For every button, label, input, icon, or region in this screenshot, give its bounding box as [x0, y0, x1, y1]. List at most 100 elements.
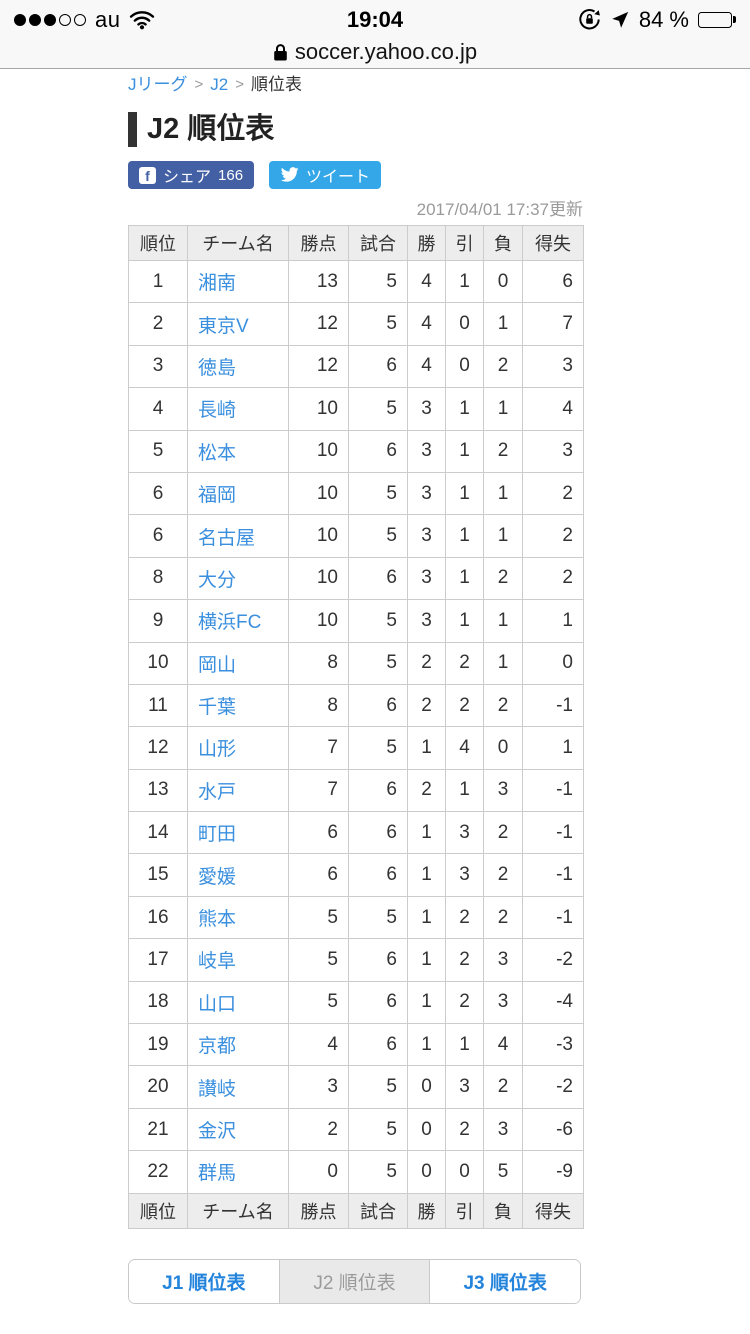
played-cell: 5: [348, 1150, 408, 1194]
gd-cell: -6: [522, 1107, 584, 1152]
team-link[interactable]: 群馬: [198, 1163, 237, 1185]
loss-cell: 3: [483, 768, 523, 813]
points-cell: 7: [288, 726, 349, 770]
points-cell: 3: [288, 1065, 349, 1109]
breadcrumb-item[interactable]: J2: [210, 75, 229, 94]
draw-cell: 2: [445, 683, 484, 728]
signal-dot: [74, 13, 86, 26]
loss-cell: 1: [483, 302, 523, 346]
standings-table: 順位 チーム名 勝点 試合勝引負得失 1 湘南 13 5 4 1 0 6 2 東京V 12 5 4 0 1 7 3 徳島…: [128, 225, 584, 1229]
team-link[interactable]: 千葉: [198, 697, 237, 719]
gd-cell: 6: [522, 259, 584, 304]
team-link[interactable]: 京都: [198, 1036, 237, 1058]
team-link[interactable]: 徳島: [198, 357, 237, 379]
url-bar[interactable]: soccer.yahoo.co.jp: [0, 39, 750, 69]
draw-cell: 1: [445, 514, 484, 558]
played-cell: 6: [348, 938, 408, 982]
points-cell: 7: [288, 768, 349, 813]
facebook-icon: f: [139, 166, 156, 184]
column-header: 勝点: [288, 225, 349, 261]
gd-cell: -1: [522, 853, 584, 897]
team-cell: 長崎: [187, 387, 289, 431]
signal-dot: [29, 13, 41, 26]
draw-cell: 1: [445, 556, 484, 601]
status-bar: au 19:04: [0, 0, 750, 39]
win-cell: 3: [407, 429, 446, 473]
points-cell: 5: [288, 980, 349, 1025]
table-row: 13 水戸 7 6 2 1 3 -1: [128, 768, 584, 813]
team-link[interactable]: 横浜FC: [198, 612, 262, 634]
team-cell: 東京V: [187, 302, 289, 346]
played-cell: 5: [348, 259, 408, 304]
table-row: 16 熊本 5 5 1 2 2 -1: [128, 895, 584, 940]
gd-cell: -1: [522, 768, 584, 813]
rank-cell: 6: [128, 514, 188, 558]
team-cell: 金沢: [187, 1107, 289, 1152]
team-link[interactable]: 松本: [198, 442, 237, 464]
team-link[interactable]: 愛媛: [198, 866, 237, 888]
rank-cell: 19: [128, 1023, 188, 1067]
column-header: 試合: [348, 225, 408, 261]
rank-cell: 14: [128, 811, 188, 855]
draw-cell: 1: [445, 471, 484, 516]
draw-cell: 3: [445, 1065, 484, 1109]
facebook-share-button[interactable]: f シェア 166: [128, 161, 255, 189]
points-cell: 0: [288, 1150, 349, 1194]
team-cell: 愛媛: [187, 853, 289, 897]
points-cell: 8: [288, 641, 349, 685]
nav-league-link[interactable]: J1 順位表: [129, 1259, 279, 1303]
loss-cell: 1: [483, 387, 523, 431]
rank-cell: 9: [128, 599, 188, 643]
win-cell: 2: [407, 768, 446, 813]
gd-cell: -1: [522, 683, 584, 728]
points-cell: 5: [288, 938, 349, 982]
team-link[interactable]: 熊本: [198, 909, 237, 931]
rank-cell: 15: [128, 853, 188, 897]
points-cell: 10: [288, 599, 349, 643]
rank-cell: 17: [128, 938, 188, 982]
twitter-tweet-button[interactable]: ツイート: [269, 161, 382, 189]
points-cell: 8: [288, 683, 349, 728]
win-cell: 3: [407, 471, 446, 516]
nav-league-link[interactable]: J3 順位表: [429, 1259, 580, 1303]
points-cell: 6: [288, 811, 349, 855]
league-nav: J1 順位表 J2 順位表 J3 順位表: [128, 1258, 581, 1304]
team-link[interactable]: 讃岐: [198, 1078, 237, 1100]
breadcrumb-item[interactable]: Jリーグ: [128, 75, 188, 94]
loss-cell: 1: [483, 599, 523, 643]
gd-cell: -1: [522, 811, 584, 855]
loss-cell: 2: [483, 853, 523, 897]
team-link[interactable]: 町田: [198, 824, 237, 846]
team-link[interactable]: 水戸: [198, 781, 237, 803]
team-cell: 大分: [187, 556, 289, 601]
points-cell: 10: [288, 471, 349, 516]
win-cell: 3: [407, 556, 446, 601]
loss-cell: 2: [483, 429, 523, 473]
rank-cell: 21: [128, 1107, 188, 1152]
team-link[interactable]: 岡山: [198, 654, 237, 676]
played-cell: 6: [348, 853, 408, 897]
team-link[interactable]: 湘南: [198, 273, 237, 295]
played-cell: 6: [348, 1023, 408, 1067]
team-link[interactable]: 岐阜: [198, 951, 237, 973]
team-link[interactable]: 大分: [198, 569, 237, 591]
team-link[interactable]: 東京V: [198, 315, 249, 337]
team-link[interactable]: 金沢: [198, 1121, 237, 1142]
played-cell: 5: [348, 387, 408, 431]
signal-dot: [59, 13, 71, 26]
rank-cell: 2: [128, 302, 188, 346]
played-cell: 6: [348, 768, 408, 813]
team-link[interactable]: 山口: [198, 993, 237, 1015]
rank-cell: 1: [128, 259, 188, 304]
points-cell: 10: [288, 556, 349, 601]
team-cell: 徳島: [187, 344, 289, 389]
team-link[interactable]: 福岡: [198, 485, 237, 507]
team-link[interactable]: 山形: [198, 739, 237, 761]
team-link[interactable]: 名古屋: [198, 527, 256, 549]
column-header: 引: [445, 225, 484, 261]
table-row: 9 横浜FC 10 5 3 1 1 1: [128, 599, 584, 643]
win-cell: 1: [407, 726, 446, 770]
points-cell: 12: [288, 344, 349, 389]
loss-cell: 3: [483, 980, 523, 1025]
team-link[interactable]: 長崎: [198, 400, 237, 422]
